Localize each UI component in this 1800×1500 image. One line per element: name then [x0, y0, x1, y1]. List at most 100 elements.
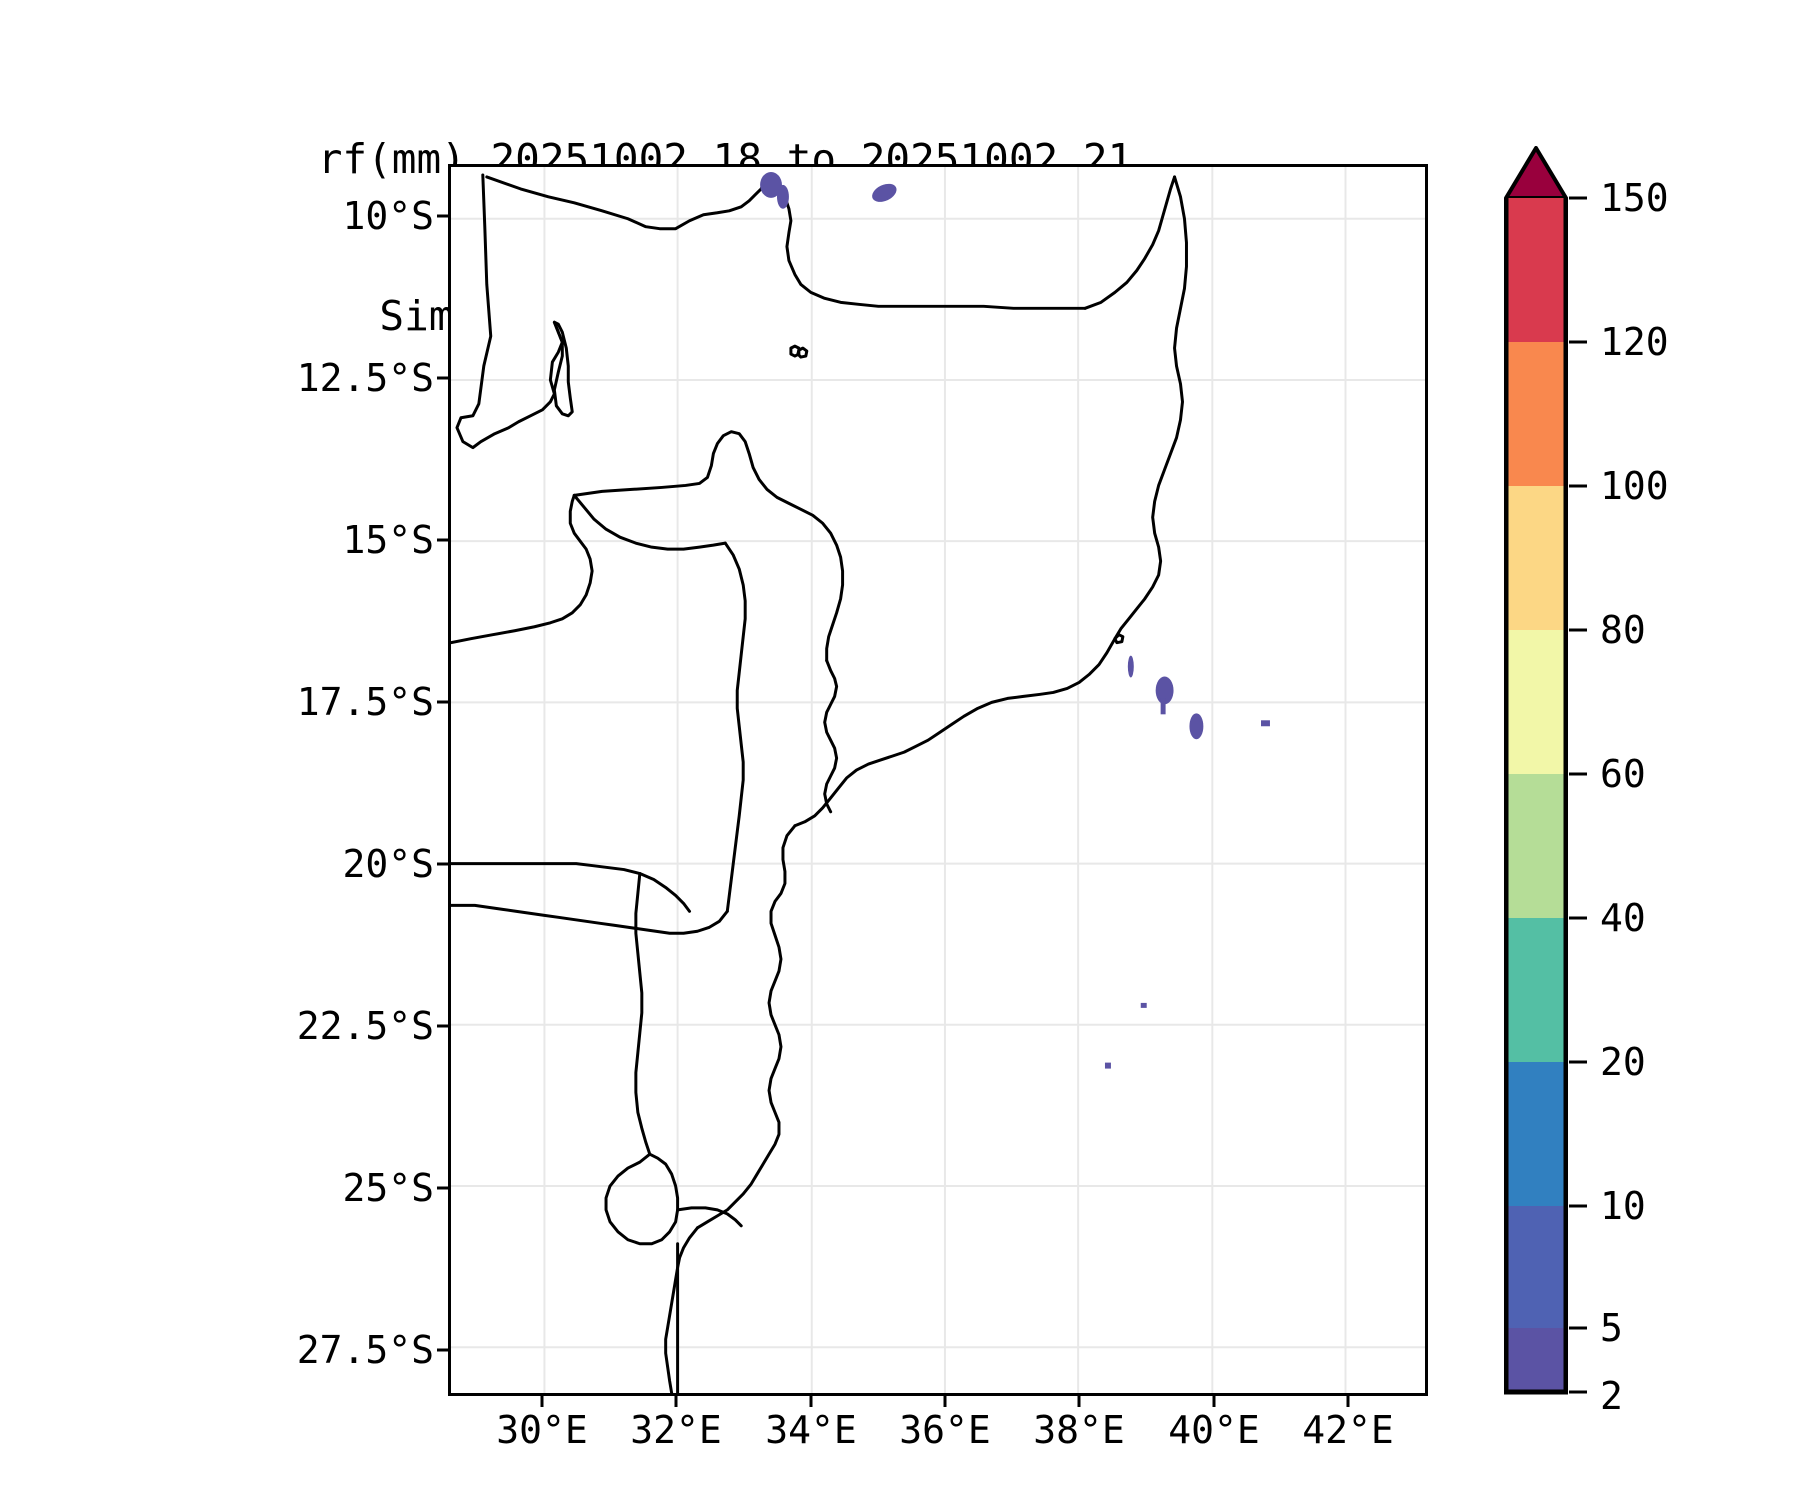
border-eswatini: [604, 1152, 680, 1246]
cbtick-label-80: 80: [1600, 608, 1646, 652]
border-zambia-nw: [455, 173, 564, 450]
xtick-mark-6: [1346, 1396, 1350, 1407]
rain-patch-offshore-a: [1127, 655, 1134, 678]
border-zimbabwe-east: [723, 541, 747, 913]
colorbar-band-10-20: [1506, 1062, 1566, 1206]
cbtick-mark-2: [1569, 1390, 1587, 1394]
coast-east-lower: [695, 824, 797, 1230]
rain-patch-offshore-f: [1104, 1062, 1111, 1069]
island-outline: [1113, 633, 1125, 645]
ytick-mark-2: [437, 538, 448, 542]
colorbar-band-2-5: [1506, 1328, 1566, 1392]
map-gridlines: [451, 167, 1425, 1393]
cbtick-mark-80: [1569, 628, 1587, 632]
cbtick-label-2: 2: [1600, 1374, 1623, 1418]
cbtick-mark-20: [1569, 1060, 1587, 1064]
rain-patch-offshore-e: [1140, 1002, 1147, 1008]
border-zambia-zimbabwe: [451, 493, 594, 645]
rain-patch-north-a: [760, 171, 782, 198]
xtick-label-1: 32°E: [630, 1408, 722, 1452]
ytick-mark-6: [437, 1186, 448, 1190]
map-axes: [448, 164, 1428, 1396]
xtick-label-0: 30°E: [496, 1408, 588, 1452]
border-malawi-spur: [552, 320, 574, 418]
cbtick-mark-120: [1569, 340, 1587, 344]
cbtick-mark-10: [1569, 1204, 1587, 1208]
ytick-label-6: 25°S: [342, 1166, 434, 1210]
cbtick-label-60: 60: [1600, 752, 1646, 796]
cbtick-label-100: 100: [1600, 464, 1669, 508]
cbtick-mark-5: [1569, 1326, 1587, 1330]
cbtick-mark-60: [1569, 772, 1587, 776]
cbtick-label-150: 150: [1600, 176, 1669, 220]
xtick-label-6: 42°E: [1302, 1408, 1394, 1452]
xtick-mark-2: [809, 1396, 813, 1407]
rain-patch-north-c: [872, 183, 897, 202]
ytick-mark-4: [437, 862, 448, 866]
cbtick-mark-40: [1569, 916, 1587, 920]
ytick-label-5: 22.5°S: [296, 1004, 434, 1048]
colorbar-band-60-80: [1506, 630, 1566, 774]
cbtick-label-5: 5: [1600, 1306, 1623, 1350]
cbtick-mark-100: [1569, 484, 1587, 488]
colorbar-extend-max: [1504, 146, 1568, 200]
ytick-label-2: 15°S: [342, 518, 434, 562]
coast-south: [664, 1226, 699, 1393]
ytick-label-7: 27.5°S: [296, 1328, 434, 1372]
ytick-label-1: 12.5°S: [296, 356, 434, 400]
xtick-label-2: 34°E: [765, 1408, 857, 1452]
cbtick-mark-150: [1569, 196, 1587, 200]
border-north-1: [485, 173, 771, 231]
border-north-tanzania: [767, 173, 1087, 310]
cbtick-label-120: 120: [1600, 320, 1669, 364]
xtick-mark-4: [1077, 1396, 1081, 1407]
rain-patch-offshore-c: [1189, 713, 1204, 740]
colorbar-band-5-10: [1506, 1206, 1566, 1328]
border-eswatini-east: [676, 1206, 743, 1228]
rain-patch-offshore-d: [1261, 720, 1270, 727]
xtick-mark-1: [674, 1396, 678, 1407]
ytick-mark-7: [437, 1348, 448, 1352]
ytick-label-0: 10°S: [342, 194, 434, 238]
ytick-mark-5: [437, 1024, 448, 1028]
xtick-label-3: 36°E: [899, 1408, 991, 1452]
border-sa-limpopo: [634, 872, 652, 1156]
xtick-mark-5: [1212, 1396, 1216, 1407]
ytick-mark-0: [437, 214, 448, 218]
colorbar-outline: [1504, 198, 1568, 1395]
coast-ne-top: [1083, 175, 1177, 310]
xtick-label-5: 40°E: [1168, 1408, 1260, 1452]
cbtick-label-40: 40: [1600, 896, 1646, 940]
colorbar-band-100-120: [1506, 342, 1566, 486]
border-malawi-lake-west: [572, 430, 845, 663]
xtick-label-4: 38°E: [1033, 1408, 1125, 1452]
cbtick-label-10: 10: [1600, 1184, 1646, 1228]
border-malawi-lake-south: [823, 659, 839, 814]
border-botswana: [451, 862, 692, 913]
ytick-mark-1: [437, 376, 448, 380]
colorbar-band-80-100: [1506, 486, 1566, 630]
rain-patch-offshore-b-tail: [1160, 698, 1166, 715]
map-canvas: [451, 167, 1425, 1393]
colorbar-canvas: [1504, 146, 1568, 1395]
colorbar-band-40-60: [1506, 774, 1566, 918]
border-zambia-mz: [572, 493, 727, 551]
xtick-mark-3: [943, 1396, 947, 1407]
ytick-mark-3: [437, 700, 448, 704]
cbtick-label-20: 20: [1600, 1040, 1646, 1084]
coast-east-upper: [1113, 175, 1188, 641]
ytick-label-4: 20°S: [342, 842, 434, 886]
colorbar-band-120-150: [1506, 198, 1566, 342]
rainfall-patches: [760, 171, 1270, 1069]
xtick-mark-0: [540, 1396, 544, 1407]
colorbar: [1504, 146, 1568, 1396]
colorbar-band-20-40: [1506, 918, 1566, 1062]
coast-east-mid: [793, 637, 1117, 828]
border-zimbabwe-south: [451, 903, 729, 935]
country-borders: [451, 173, 1188, 1393]
ytick-label-3: 17.5°S: [296, 680, 434, 724]
rain-patch-north-b: [776, 184, 789, 209]
rain-patch-offshore-b: [1155, 676, 1174, 705]
lake-small-2: [796, 346, 809, 359]
